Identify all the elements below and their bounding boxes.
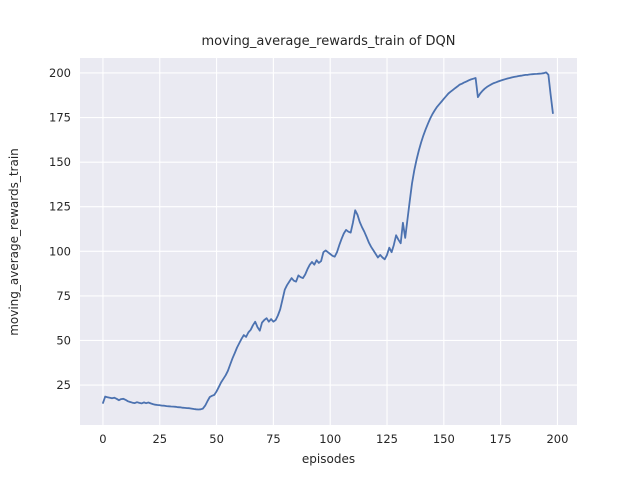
x-tick-label: 150 <box>433 432 455 446</box>
x-tick-label: 25 <box>152 432 167 446</box>
y-tick-label: 175 <box>49 111 71 125</box>
x-tick-label: 125 <box>376 432 398 446</box>
y-axis-label: moving_average_rewards_train <box>7 148 21 336</box>
chart-title: moving_average_rewards_train of DQN <box>201 34 456 49</box>
plot-area <box>80 58 577 425</box>
y-tick-label: 100 <box>49 244 71 258</box>
y-tick-label: 150 <box>49 155 71 169</box>
x-tick-label: 0 <box>99 432 106 446</box>
x-tick-label: 50 <box>209 432 224 446</box>
y-tick-label: 75 <box>56 289 71 303</box>
y-tick-label: 200 <box>49 66 71 80</box>
x-tick-label: 175 <box>490 432 512 446</box>
y-tick-label: 125 <box>49 200 71 214</box>
y-tick-label: 50 <box>56 333 71 347</box>
x-tick-label: 200 <box>546 432 568 446</box>
x-axis-label: episodes <box>301 452 356 466</box>
x-tick-label: 100 <box>319 432 341 446</box>
y-tick-label: 25 <box>56 378 71 392</box>
x-tick-label: 75 <box>266 432 281 446</box>
series-line <box>102 71 554 411</box>
